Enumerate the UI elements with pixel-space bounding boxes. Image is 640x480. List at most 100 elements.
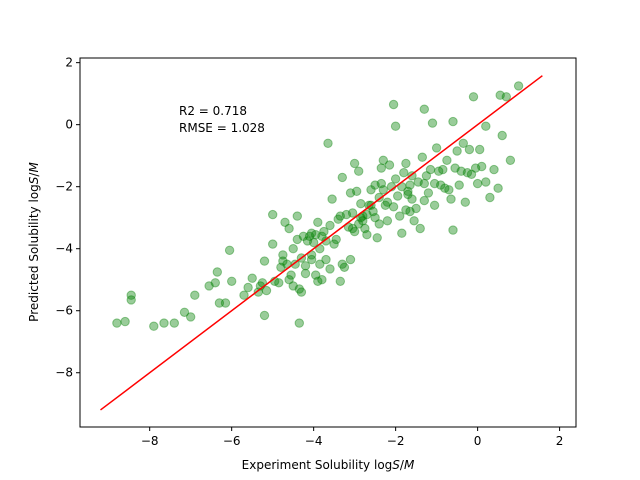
data-point [362, 209, 372, 220]
data-point [169, 318, 180, 328]
x-axis-ticks: −8 −6 −4 −2 0 2 [141, 427, 563, 448]
data-point [456, 166, 466, 176]
data-point [325, 220, 335, 231]
data-point [300, 261, 311, 271]
data-point [126, 290, 136, 300]
y-tick-label: 0 [65, 118, 73, 132]
data-point [448, 116, 458, 127]
y-tick-label: −4 [55, 242, 73, 256]
points-layer [112, 81, 524, 331]
x-tick-label: −6 [223, 434, 241, 448]
data-point [323, 138, 333, 149]
x-tick-label: −2 [387, 434, 405, 448]
data-point [472, 178, 483, 189]
data-point [214, 298, 225, 308]
data-point [464, 144, 475, 155]
data-point [419, 178, 429, 189]
data-point [382, 197, 393, 207]
data-point [444, 185, 454, 195]
data-point [454, 180, 464, 190]
data-point [306, 228, 317, 238]
data-point [399, 168, 409, 178]
data-point [501, 92, 511, 102]
data-point [395, 211, 405, 221]
data-point [495, 90, 505, 100]
data-point [415, 223, 425, 234]
data-point [505, 155, 516, 166]
data-point [239, 290, 249, 300]
data-point [466, 169, 477, 180]
data-point [354, 219, 364, 229]
y-tick-label: −8 [55, 366, 73, 380]
data-point [429, 200, 440, 211]
data-point [460, 197, 470, 207]
data-point [489, 164, 499, 175]
data-point [376, 178, 386, 189]
annotation-r2: R2 = 0.718 [179, 104, 247, 118]
data-point [370, 213, 380, 223]
data-point [300, 268, 311, 279]
data-point [268, 209, 278, 220]
data-point [335, 211, 345, 221]
data-point [436, 180, 446, 190]
data-point [112, 318, 122, 328]
plot-frame [79, 57, 577, 428]
data-point [179, 307, 190, 317]
annotation-block: R2 = 0.718 RMSE = 1.028 [179, 104, 265, 135]
data-point [403, 189, 413, 200]
data-point [481, 121, 491, 131]
data-point [374, 219, 384, 229]
data-point [126, 295, 136, 305]
data-point [212, 267, 223, 277]
data-point [440, 183, 450, 193]
data-point [388, 99, 399, 110]
data-point [349, 226, 360, 237]
data-point [292, 211, 302, 221]
data-point [304, 231, 315, 242]
y-tick-label: −2 [55, 180, 73, 194]
data-point [370, 180, 380, 190]
data-point [431, 143, 442, 153]
data-point [345, 254, 356, 265]
data-point [294, 284, 304, 294]
data-point [470, 163, 481, 173]
data-point [485, 192, 495, 203]
data-point [481, 177, 491, 187]
data-point [427, 118, 438, 128]
data-point [224, 245, 235, 256]
data-point [339, 262, 350, 272]
data-point [325, 264, 335, 274]
data-point [294, 318, 304, 328]
data-point [368, 206, 378, 217]
data-point [349, 158, 360, 169]
data-point [411, 203, 421, 214]
fit-line [100, 75, 543, 411]
data-point [341, 209, 352, 220]
data-point [159, 318, 169, 328]
data-point [288, 281, 298, 291]
data-point [220, 298, 231, 308]
data-point [327, 194, 337, 204]
annotation-rmse: RMSE = 1.028 [179, 121, 265, 135]
data-point [448, 225, 458, 235]
data-point [401, 205, 411, 215]
data-point [390, 121, 401, 131]
data-point [397, 228, 407, 238]
data-point [247, 273, 257, 283]
data-point [450, 163, 460, 173]
data-point [319, 226, 329, 237]
data-point [317, 275, 327, 285]
data-point [419, 104, 429, 114]
data-point [425, 164, 436, 175]
data-point [409, 216, 419, 226]
data-point [354, 166, 364, 176]
data-point [393, 191, 403, 201]
data-point [296, 287, 307, 297]
data-point [417, 152, 427, 162]
y-axis-ticks: −8 −6 −4 −2 0 2 [55, 56, 80, 380]
data-point [311, 230, 321, 240]
data-point [401, 158, 411, 169]
data-point [302, 236, 313, 246]
data-point [378, 185, 388, 195]
